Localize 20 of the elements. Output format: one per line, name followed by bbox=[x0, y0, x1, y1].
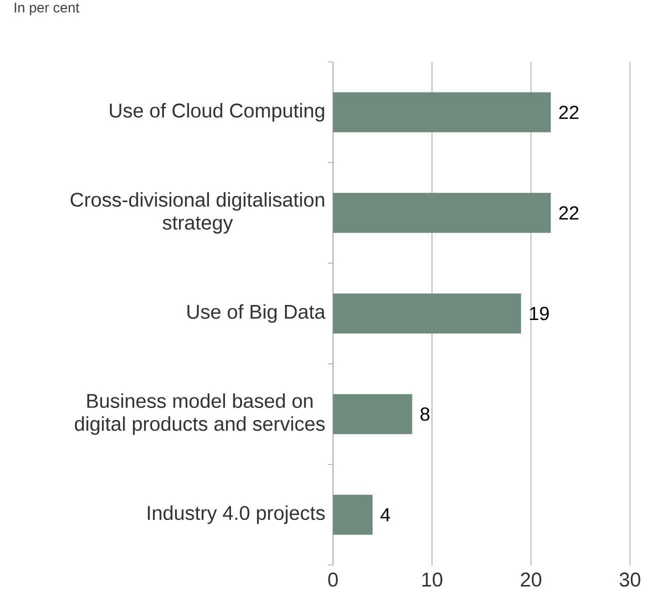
bar bbox=[332, 192, 551, 233]
y-tick-label: Use of Cloud Computing bbox=[110, 103, 324, 122]
bar bbox=[332, 494, 373, 535]
bar bbox=[332, 92, 551, 132]
y-tick-label: Business model based on digital products and services bbox=[74, 393, 325, 435]
x-tick-label: 10 bbox=[422, 572, 442, 587]
text: In per cent bbox=[14, 2, 80, 16]
data-label: 8 bbox=[420, 407, 430, 421]
y-tick-label: Industry 4.0 projects bbox=[148, 505, 325, 524]
bar bbox=[332, 294, 522, 334]
data-label: 4 bbox=[380, 508, 390, 522]
bar bbox=[332, 394, 412, 434]
x-tick-label: 30 bbox=[620, 572, 640, 587]
data-label: 22 bbox=[559, 206, 578, 220]
data-label: 19 bbox=[530, 306, 549, 320]
x-tick-label: 20 bbox=[520, 572, 542, 587]
y-tick-label: Cross-divisional digitalisation strategy bbox=[70, 192, 324, 234]
data-label: 22 bbox=[559, 106, 578, 119]
x-tick-label: 0 bbox=[328, 572, 338, 587]
y-tick-label: Use of Big Data bbox=[187, 304, 326, 323]
